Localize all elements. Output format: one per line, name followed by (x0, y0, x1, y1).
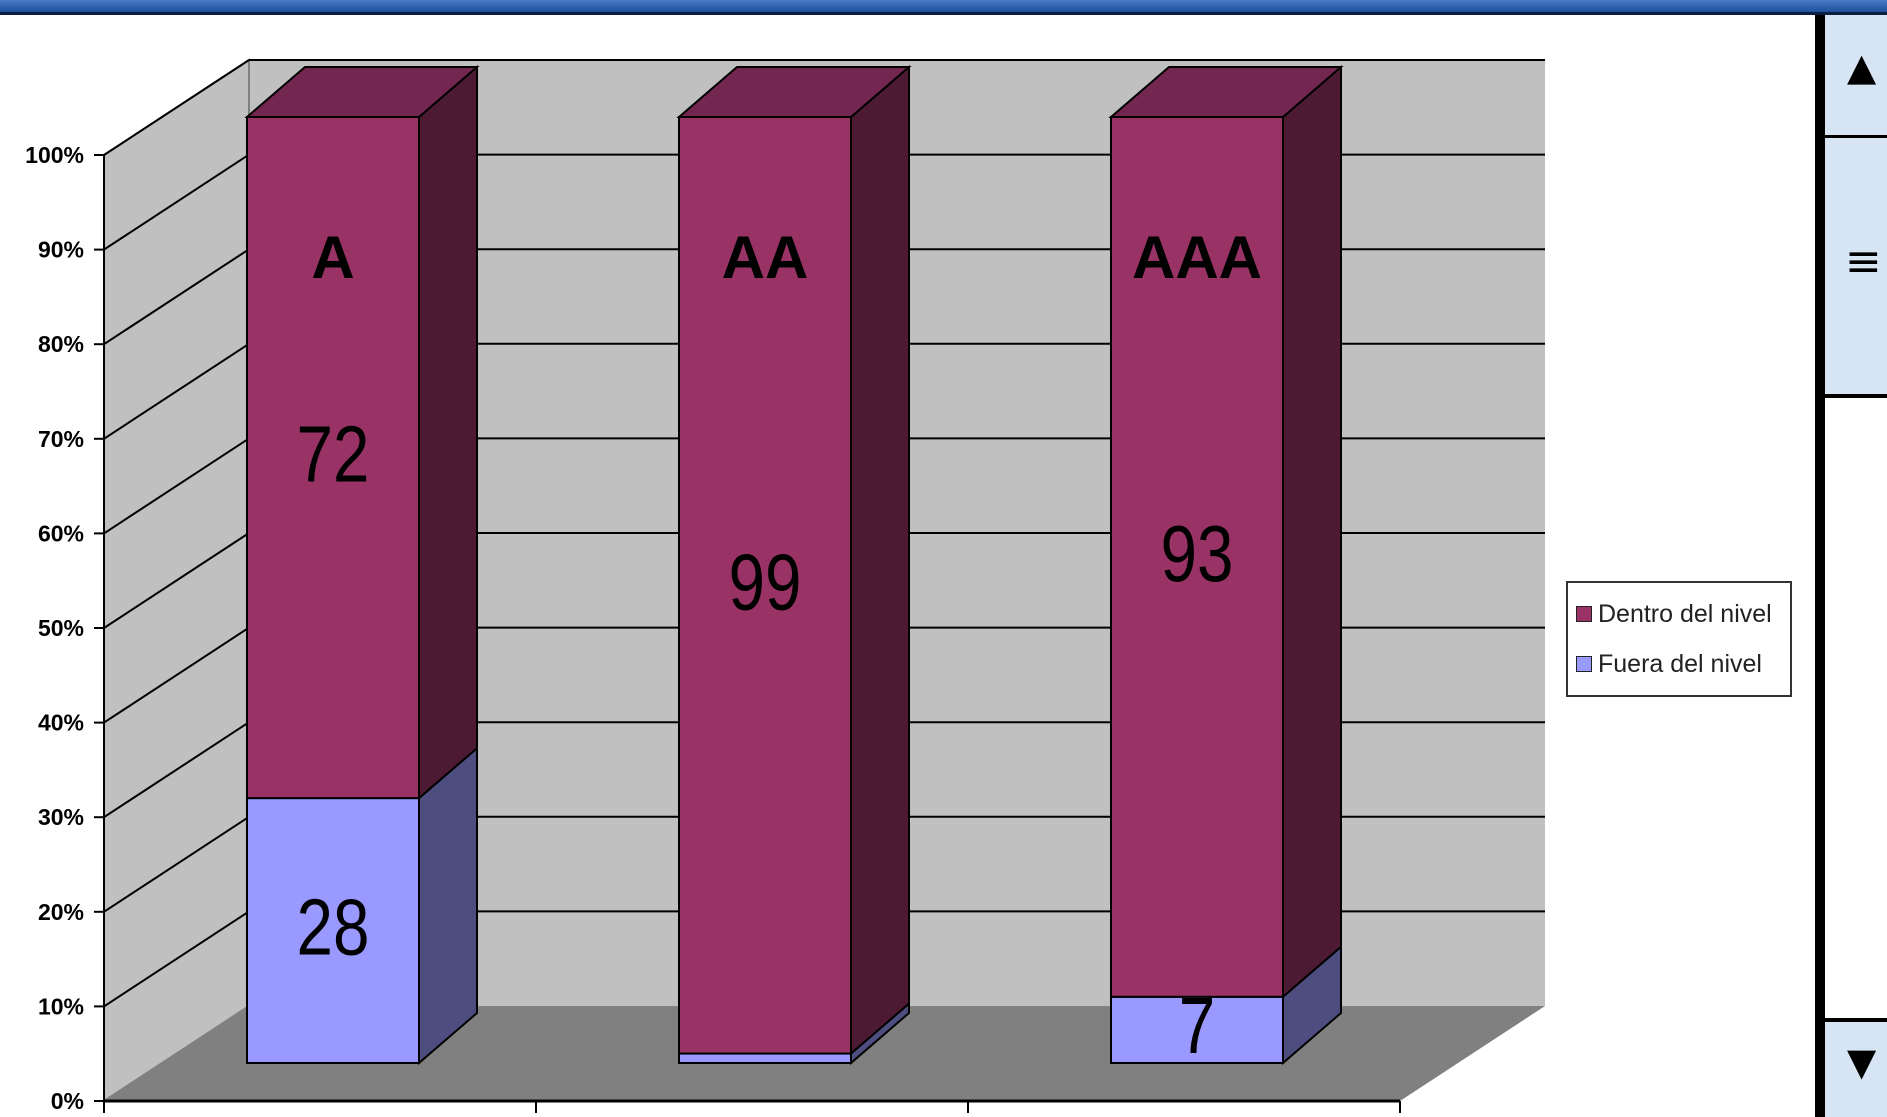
gridline-side (103, 437, 250, 535)
scroll-thumb[interactable]: ≡ (1825, 138, 1887, 398)
y-tick-label: 0% (51, 1088, 84, 1114)
bar-segment-side (850, 64, 910, 1056)
y-tick-label: 20% (38, 899, 84, 925)
data-label: 72 (297, 409, 370, 499)
y-tick-label: 70% (38, 426, 84, 452)
gridline-side (103, 910, 250, 1008)
legend-swatch (1576, 656, 1592, 672)
scroll-down-button[interactable]: ▼ (1825, 1022, 1887, 1117)
bar-segment-front (246, 116, 420, 800)
gridline-side (103, 59, 250, 156)
data-label: 28 (297, 882, 370, 972)
data-label: 93 (1161, 509, 1234, 599)
legend-item: Fuera del nivel (1576, 649, 1762, 679)
bar-segment-side (418, 745, 478, 1066)
triangle-down-icon: ▼ (1847, 1040, 1877, 1084)
bar-segment-front (1110, 995, 1284, 1065)
gridline-side (103, 721, 250, 819)
y-tick-label: 10% (38, 993, 84, 1019)
bar-segment-front (1110, 116, 1284, 998)
vertical-scrollbar[interactable]: ▲ ≡ ▼ (1815, 15, 1887, 1117)
y-tick-label: 40% (38, 710, 84, 736)
gridline-side (103, 153, 250, 251)
category-label: AA (722, 224, 809, 291)
y-tick-label: 30% (38, 804, 84, 830)
y-tick-label: 80% (38, 331, 84, 357)
stacked-bar-chart-3d: 0%10%20%30%40%50%60%70%80%90%100%2872A19… (25, 58, 1545, 1114)
category-label: A (311, 224, 354, 291)
bar-top-face (1108, 66, 1344, 118)
y-tick-label: 90% (38, 237, 84, 263)
triangle-up-icon: ▲ (1847, 45, 1877, 89)
legend-item: Dentro del nivel (1576, 599, 1772, 629)
gridline-side (103, 626, 250, 724)
window-top-bar (0, 0, 1887, 15)
y-tick-label: 100% (25, 142, 84, 168)
y-tick-label: 60% (38, 520, 84, 546)
chart-area: 0%10%20%30%40%50%60%70%80%90%100%2872A19… (0, 15, 1815, 1117)
grip-icon: ≡ (1845, 236, 1882, 287)
scroll-up-button[interactable]: ▲ (1825, 15, 1887, 138)
gridline-side (103, 815, 250, 913)
bar-segment-side (418, 64, 478, 801)
bar-segment-side (1282, 64, 1342, 999)
scroll-track[interactable] (1825, 398, 1887, 1022)
legend-label: Fuera del nivel (1598, 649, 1762, 678)
bar-top-face (676, 66, 912, 118)
chart-legend: Dentro del nivel Fuera del nivel (1566, 581, 1792, 697)
gridline-side (103, 532, 250, 629)
gridline-side (103, 342, 250, 440)
bar-segment-front (678, 116, 852, 1055)
category-label: AAA (1132, 224, 1262, 291)
legend-label: Dentro del nivel (1598, 599, 1772, 628)
data-label: 99 (729, 537, 802, 627)
gridline-side (103, 248, 250, 346)
bar-top-face (244, 66, 480, 118)
legend-swatch (1576, 606, 1592, 622)
y-tick-label: 50% (38, 615, 84, 641)
